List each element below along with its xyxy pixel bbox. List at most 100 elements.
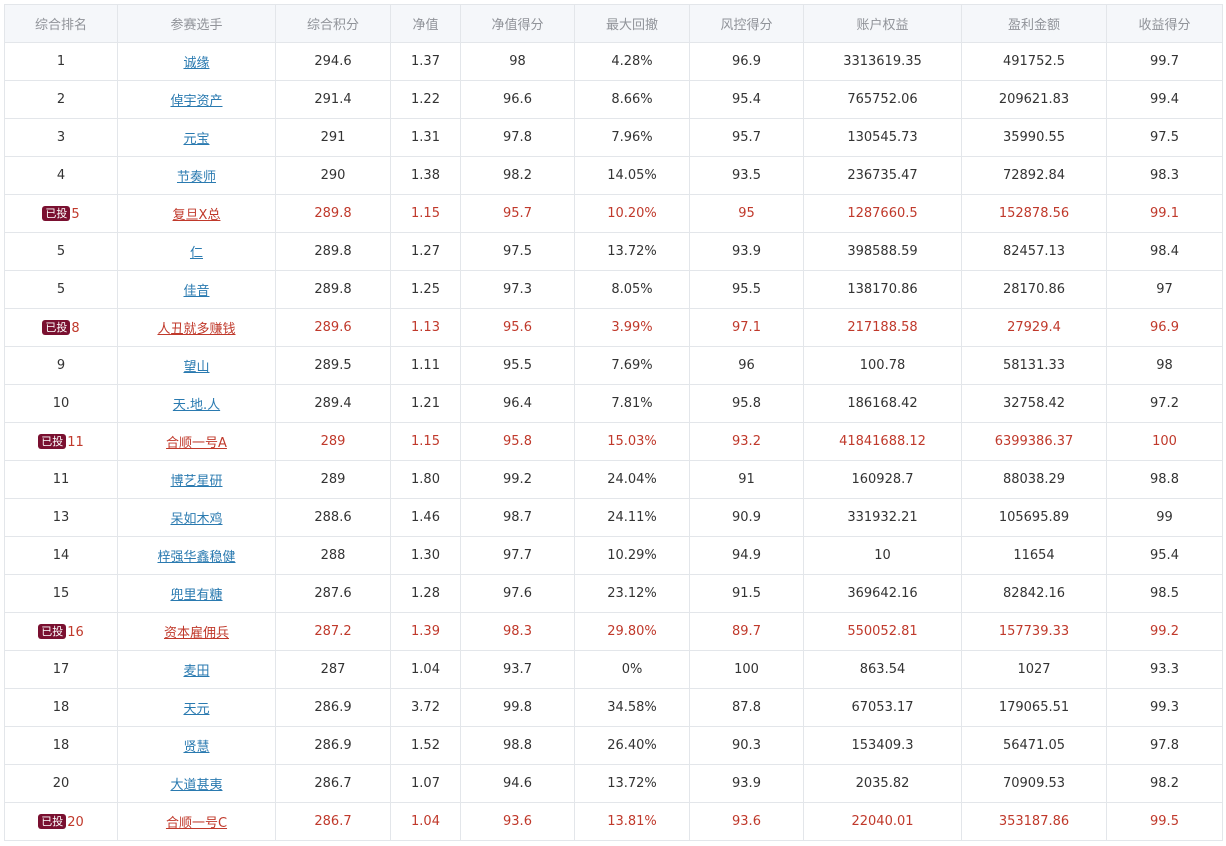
cell-score: 288.6 xyxy=(275,498,391,537)
cell-nav: 1.46 xyxy=(390,498,461,537)
cell-nav-score: 98.3 xyxy=(460,612,575,651)
rank-value: 18 xyxy=(52,700,70,715)
table-row: 13 呆如木鸡 288.6 1.46 98.7 24.11% 90.9 331932.21 10… xyxy=(4,498,1223,537)
cell-drawdown: 13.72% xyxy=(574,232,690,271)
cell-score: 286.7 xyxy=(275,802,391,841)
rank-value: 10 xyxy=(52,396,70,411)
cell-rank: 3 xyxy=(4,118,118,157)
player-link[interactable]: 人丑就多赚钱 xyxy=(157,322,236,337)
player-link[interactable]: 复旦X总 xyxy=(172,208,221,223)
cell-rank: 13 xyxy=(4,498,118,537)
rank-value: 20 xyxy=(67,814,84,830)
player-link[interactable]: 诚缘 xyxy=(183,56,210,71)
cell-player: 元宝 xyxy=(117,118,276,157)
cell-nav-score: 97.8 xyxy=(460,118,575,157)
cell-drawdown: 4.28% xyxy=(574,42,690,81)
player-link[interactable]: 资本雇佣兵 xyxy=(163,626,229,641)
table-row: 10 天.地.人 289.4 1.21 96.4 7.81% 95.8 186168.42 32… xyxy=(4,384,1223,423)
cell-score: 287 xyxy=(275,650,391,689)
cell-nav-score: 97.7 xyxy=(460,536,575,575)
cell-equity: 100.78 xyxy=(803,346,962,385)
cell-drawdown: 13.72% xyxy=(574,764,690,803)
cell-nav: 1.39 xyxy=(390,612,461,651)
cell-score: 289 xyxy=(275,460,391,499)
cell-profit: 491752.5 xyxy=(961,42,1107,81)
cell-risk-score: 95.8 xyxy=(689,384,804,423)
cell-equity: 10 xyxy=(803,536,962,575)
cell-score: 289.6 xyxy=(275,308,391,347)
cell-player: 合顺一号C xyxy=(117,802,276,841)
cell-player: 佳音 xyxy=(117,270,276,309)
player-link[interactable]: 仁 xyxy=(189,246,203,261)
player-link[interactable]: 麦田 xyxy=(183,664,210,679)
cell-player: 诚缘 xyxy=(117,42,276,81)
cell-risk-score: 87.8 xyxy=(689,688,804,727)
cell-profit: 58131.33 xyxy=(961,346,1107,385)
column-header-player[interactable]: 参赛选手 xyxy=(117,4,276,43)
cell-nav-score: 96.4 xyxy=(460,384,575,423)
column-header-drawdown[interactable]: 最大回撤 xyxy=(574,4,690,43)
cell-nav: 1.21 xyxy=(390,384,461,423)
cell-nav-score: 98.2 xyxy=(460,156,575,195)
player-link[interactable]: 合顺一号A xyxy=(166,436,227,451)
cell-drawdown: 34.58% xyxy=(574,688,690,727)
cell-return-score: 98 xyxy=(1106,346,1223,385)
cell-risk-score: 93.9 xyxy=(689,232,804,271)
cell-equity: 331932.21 xyxy=(803,498,962,537)
cell-player: 倬宇资产 xyxy=(117,80,276,119)
player-link[interactable]: 兜里有糖 xyxy=(170,588,223,603)
table-row: 15 兜里有糖 287.6 1.28 97.6 23.12% 91.5 369642.16 82… xyxy=(4,574,1223,613)
rank-value: 17 xyxy=(52,662,70,677)
cell-score: 288 xyxy=(275,536,391,575)
player-link[interactable]: 天.地.人 xyxy=(172,398,221,413)
player-link[interactable]: 元宝 xyxy=(183,132,210,147)
column-header-rank[interactable]: 综合排名 xyxy=(4,4,118,43)
cell-score: 289.8 xyxy=(275,232,391,271)
player-link[interactable]: 倬宇资产 xyxy=(170,94,223,109)
cell-return-score: 99.4 xyxy=(1106,80,1223,119)
table-row: 已投 8 人丑就多赚钱 289.6 1.13 95.6 3.99% 97.1 217188.58… xyxy=(4,308,1223,347)
player-link[interactable]: 佳音 xyxy=(183,284,210,299)
cell-nav-score: 93.7 xyxy=(460,650,575,689)
cell-equity: 130545.73 xyxy=(803,118,962,157)
cell-profit: 152878.56 xyxy=(961,194,1107,233)
cell-drawdown: 7.81% xyxy=(574,384,690,423)
cell-profit: 32758.42 xyxy=(961,384,1107,423)
cell-rank: 17 xyxy=(4,650,118,689)
cell-equity: 398588.59 xyxy=(803,232,962,271)
table-row: 11 博艺星研 289 1.80 99.2 24.04% 91 160928.7 88038.2… xyxy=(4,460,1223,499)
column-header-return-score[interactable]: 收益得分 xyxy=(1106,4,1223,43)
cell-nav: 1.31 xyxy=(390,118,461,157)
player-link[interactable]: 天元 xyxy=(183,702,210,717)
player-link[interactable]: 梓强华鑫稳健 xyxy=(157,550,236,565)
player-link[interactable]: 贤慧 xyxy=(183,740,210,755)
column-header-profit[interactable]: 盈利金额 xyxy=(961,4,1107,43)
player-link[interactable]: 节奏师 xyxy=(176,170,216,185)
cell-profit: 35990.55 xyxy=(961,118,1107,157)
player-link[interactable]: 呆如木鸡 xyxy=(170,512,223,527)
cell-nav: 1.04 xyxy=(390,802,461,841)
cell-nav: 1.37 xyxy=(390,42,461,81)
column-header-equity[interactable]: 账户权益 xyxy=(803,4,962,43)
cell-drawdown: 0% xyxy=(574,650,690,689)
cell-risk-score: 96.9 xyxy=(689,42,804,81)
cell-nav: 1.04 xyxy=(390,650,461,689)
cell-rank: 14 xyxy=(4,536,118,575)
column-header-nav[interactable]: 净值 xyxy=(390,4,461,43)
cell-equity: 765752.06 xyxy=(803,80,962,119)
cell-equity: 186168.42 xyxy=(803,384,962,423)
column-header-score[interactable]: 综合积分 xyxy=(275,4,391,43)
player-link[interactable]: 博艺星研 xyxy=(170,474,223,489)
column-header-risk-score[interactable]: 风控得分 xyxy=(689,4,804,43)
column-header-nav-score[interactable]: 净值得分 xyxy=(460,4,575,43)
rank-value: 3 xyxy=(56,130,66,145)
player-link[interactable]: 望山 xyxy=(183,360,210,375)
cell-player: 呆如木鸡 xyxy=(117,498,276,537)
cell-score: 289.8 xyxy=(275,270,391,309)
player-link[interactable]: 合顺一号C xyxy=(165,816,228,831)
player-link[interactable]: 大道甚夷 xyxy=(170,778,223,793)
cell-return-score: 95.4 xyxy=(1106,536,1223,575)
cell-equity: 160928.7 xyxy=(803,460,962,499)
cell-score: 289.4 xyxy=(275,384,391,423)
cell-nav: 1.80 xyxy=(390,460,461,499)
